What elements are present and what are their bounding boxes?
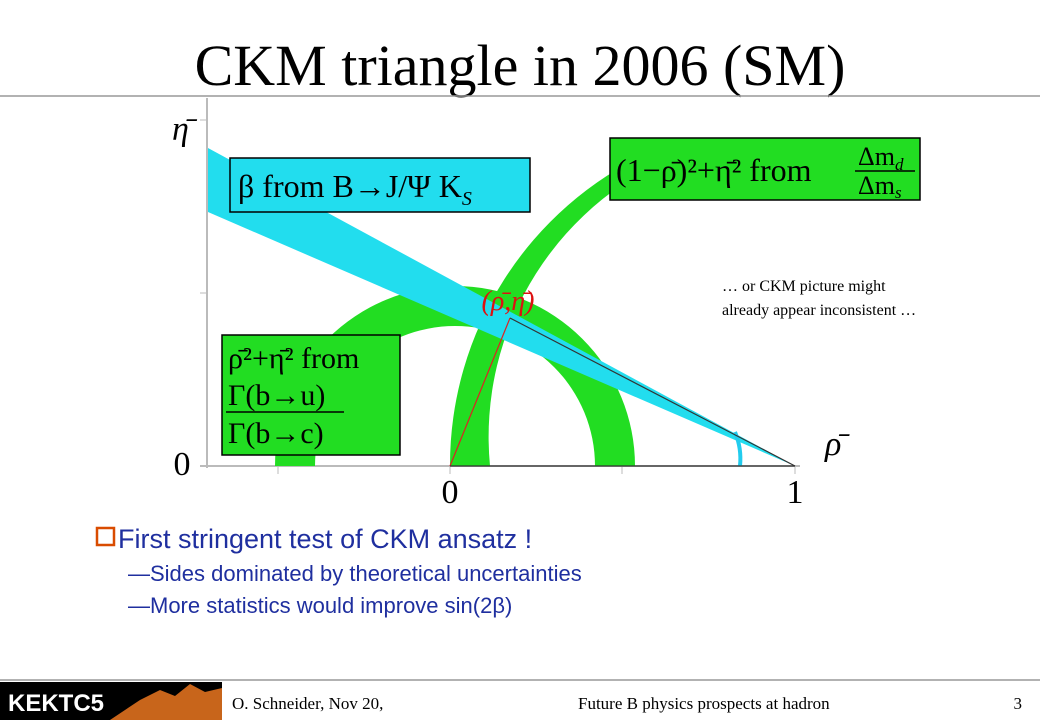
ckm-diagram: η̄ ρ̄ 0 0 1 (ρ̄,η̄) β from B→J/Ψ KS (1−ρ…: [172, 98, 921, 511]
y-axis-label: η̄: [172, 111, 198, 148]
footer-author: O. Schneider, Nov 20,: [232, 694, 383, 713]
bullet-main: First stringent test of CKM ansatz !: [118, 524, 532, 554]
footer-talk: Future B physics prospects at hadron: [578, 694, 830, 713]
x-one: 1: [787, 474, 804, 511]
slide-title: CKM triangle in 2006 (SM): [195, 33, 846, 98]
x-axis-label: ρ̄: [824, 426, 850, 463]
y-zero: 0: [174, 446, 191, 483]
triangle-side: [449, 317, 511, 467]
fraction-denominator: Δms: [858, 171, 902, 202]
logo-mountain: [110, 684, 222, 720]
box-text: (1−ρ̄)²+η̄² from: [616, 152, 812, 188]
triangle-side: [509, 317, 796, 467]
bullet-sub: —More statistics would improve sin(2β): [128, 593, 512, 618]
fraction-denominator: Γ(b→c): [228, 417, 324, 450]
label-box: [609, 137, 921, 201]
box-text: ρ̄²+η̄² from: [228, 342, 359, 375]
logo-text: KEKTC5: [8, 690, 104, 717]
fraction-numerator: Δmd: [858, 142, 904, 174]
bullet-marker: [95, 526, 116, 547]
fraction-numerator: Γ(b→u): [228, 379, 325, 412]
x-zero: 0: [442, 474, 459, 511]
beta-angle: [733, 431, 743, 467]
label-box: [229, 157, 531, 213]
point-label: (ρ̄,η̄): [482, 286, 535, 317]
band-beta: [208, 148, 795, 466]
annotation: … or CKM picture might: [722, 278, 886, 295]
annotation: already appear inconsistent …: [722, 302, 916, 319]
footer-page: 3: [1014, 694, 1023, 713]
label-box: [221, 334, 401, 456]
box-text: β from B→J/Ψ KS: [238, 168, 472, 210]
bullet-sub: —Sides dominated by theoretical uncertai…: [128, 561, 582, 586]
